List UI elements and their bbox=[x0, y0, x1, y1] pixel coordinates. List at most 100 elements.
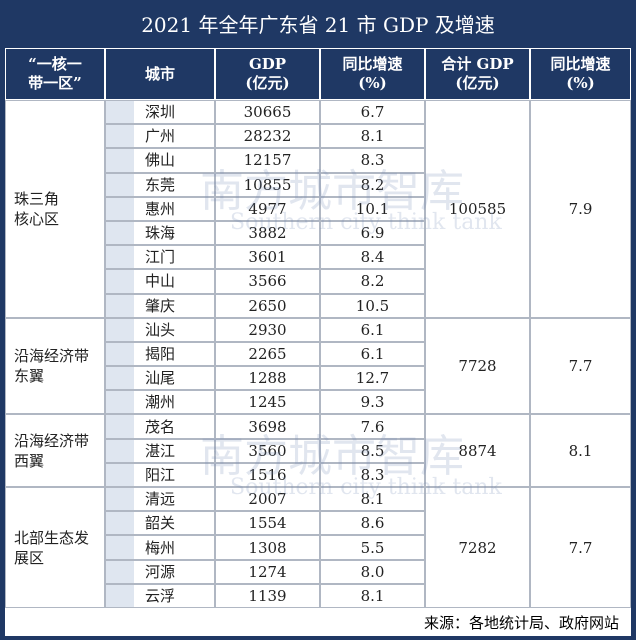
text-line: 8.2 bbox=[360, 175, 385, 194]
header-cell: 同比增速 (%) bbox=[530, 48, 631, 100]
growth-cell: 8.2 bbox=[320, 269, 425, 294]
text-line: 深圳 bbox=[144, 103, 175, 122]
region-cell: 珠三角 核心区 bbox=[5, 100, 105, 318]
text-line: 6.1 bbox=[360, 344, 385, 363]
header-cell: “一核一 带一区” bbox=[5, 48, 105, 100]
gdp-cell: 28232 bbox=[215, 124, 320, 149]
text-line: 揭阳 bbox=[144, 344, 175, 363]
text-line: (亿元) bbox=[245, 74, 290, 92]
text-line: 江门 bbox=[144, 248, 175, 267]
city-cell: 江门 bbox=[105, 245, 215, 270]
text-line: 1245 bbox=[248, 393, 287, 412]
text-line: 展区 bbox=[14, 548, 45, 567]
text-line: 2007 bbox=[248, 490, 287, 509]
city-cell: 肇庆 bbox=[105, 293, 215, 318]
gdp-cell: 2007 bbox=[215, 487, 320, 512]
text-line: 2265 bbox=[248, 344, 287, 363]
gdp-cell: 1139 bbox=[215, 583, 320, 608]
text-line: 6.9 bbox=[360, 224, 385, 243]
growth-cell: 8.1 bbox=[320, 124, 425, 149]
text-line: 潮州 bbox=[144, 393, 175, 412]
text-line: 4977 bbox=[248, 199, 287, 218]
text-line: 同比增速 bbox=[342, 55, 403, 73]
city-cell: 韶关 bbox=[105, 511, 215, 536]
text-line: 28232 bbox=[243, 127, 292, 146]
text-line: 7728 bbox=[458, 357, 497, 376]
growth-cell: 8.0 bbox=[320, 559, 425, 584]
text-line: 8.4 bbox=[360, 248, 385, 267]
text-line: 2650 bbox=[248, 296, 287, 315]
city-cell: 佛山 bbox=[105, 148, 215, 173]
text-line: 茂名 bbox=[144, 417, 175, 436]
title: 2021 年全年广东省 21 市 GDP 及增速 bbox=[141, 12, 495, 37]
growth-cell: 8.3 bbox=[320, 148, 425, 173]
text-line: 1516 bbox=[248, 465, 287, 484]
text-line: 8.1 bbox=[360, 127, 385, 146]
text-line: 带一区” bbox=[28, 74, 82, 92]
gdp-cell: 30665 bbox=[215, 100, 320, 125]
growth-cell: 7.6 bbox=[320, 414, 425, 439]
text-line: 30665 bbox=[243, 103, 292, 122]
text-line: 12.7 bbox=[355, 369, 390, 388]
source-note: 来源：各地统计局、政府网站 bbox=[5, 608, 631, 636]
growth-cell: 6.7 bbox=[320, 100, 425, 125]
gdp-cell: 1288 bbox=[215, 366, 320, 391]
total-gdp-cell: 7728 bbox=[425, 317, 530, 415]
city-cell: 珠海 bbox=[105, 220, 215, 246]
city-cell: 湛江 bbox=[105, 438, 215, 463]
text-line: 湛江 bbox=[144, 441, 175, 460]
total-gdp-cell: 8874 bbox=[425, 414, 530, 488]
text-line: 肇庆 bbox=[144, 296, 175, 315]
text-line: 1308 bbox=[248, 538, 287, 557]
text-line: 3601 bbox=[248, 248, 287, 267]
text-line: 同比增速 bbox=[550, 55, 611, 73]
text-line: 东翼 bbox=[14, 367, 45, 386]
text-line: 河源 bbox=[144, 562, 175, 581]
city-cell: 深圳 bbox=[105, 100, 215, 125]
gdp-cell: 12157 bbox=[215, 148, 320, 173]
gdp-cell: 1554 bbox=[215, 511, 320, 536]
text-line: 1139 bbox=[248, 586, 287, 605]
growth-cell: 8.1 bbox=[320, 487, 425, 512]
growth-cell: 6.1 bbox=[320, 341, 425, 367]
total-growth-cell: 7.9 bbox=[530, 100, 631, 318]
text-line: 惠州 bbox=[144, 199, 175, 218]
text-line: 沿海经济带 bbox=[14, 431, 90, 450]
text-line: 合计 GDP bbox=[441, 55, 514, 73]
text-line: 汕尾 bbox=[144, 369, 175, 388]
text-line: 东莞 bbox=[144, 175, 175, 194]
gdp-cell: 10855 bbox=[215, 172, 320, 197]
growth-cell: 8.6 bbox=[320, 511, 425, 536]
gdp-cell: 1516 bbox=[215, 462, 320, 488]
growth-cell: 8.5 bbox=[320, 438, 425, 463]
city-cell: 云浮 bbox=[105, 583, 215, 608]
city-cell: 河源 bbox=[105, 559, 215, 584]
gdp-cell: 1308 bbox=[215, 535, 320, 560]
text-line: 1554 bbox=[248, 514, 287, 533]
growth-cell: 8.2 bbox=[320, 172, 425, 197]
text-line: 珠海 bbox=[144, 224, 175, 243]
gdp-cell: 1274 bbox=[215, 559, 320, 584]
gdp-cell: 4977 bbox=[215, 196, 320, 221]
total-growth-cell: 8.1 bbox=[530, 414, 631, 488]
text-line: 3566 bbox=[248, 272, 287, 291]
growth-cell: 6.9 bbox=[320, 220, 425, 246]
text-line: 云浮 bbox=[144, 586, 175, 605]
text-line: 6.7 bbox=[360, 103, 385, 122]
gdp-cell: 2650 bbox=[215, 293, 320, 318]
growth-cell: 8.3 bbox=[320, 462, 425, 488]
text-line: 8.2 bbox=[360, 272, 385, 291]
total-growth-cell: 7.7 bbox=[530, 487, 631, 608]
growth-cell: 5.5 bbox=[320, 535, 425, 560]
header-cell: 同比增速 (%) bbox=[320, 48, 425, 100]
text-line: 8.0 bbox=[360, 562, 385, 581]
city-cell: 阳江 bbox=[105, 462, 215, 488]
gdp-cell: 2930 bbox=[215, 317, 320, 342]
text-line: 7.7 bbox=[568, 538, 593, 557]
text-line: GDP bbox=[248, 55, 287, 73]
city-cell: 揭阳 bbox=[105, 341, 215, 367]
city-cell: 梅州 bbox=[105, 535, 215, 560]
gdp-cell: 3698 bbox=[215, 414, 320, 439]
header-cell: 城市 bbox=[105, 48, 215, 100]
